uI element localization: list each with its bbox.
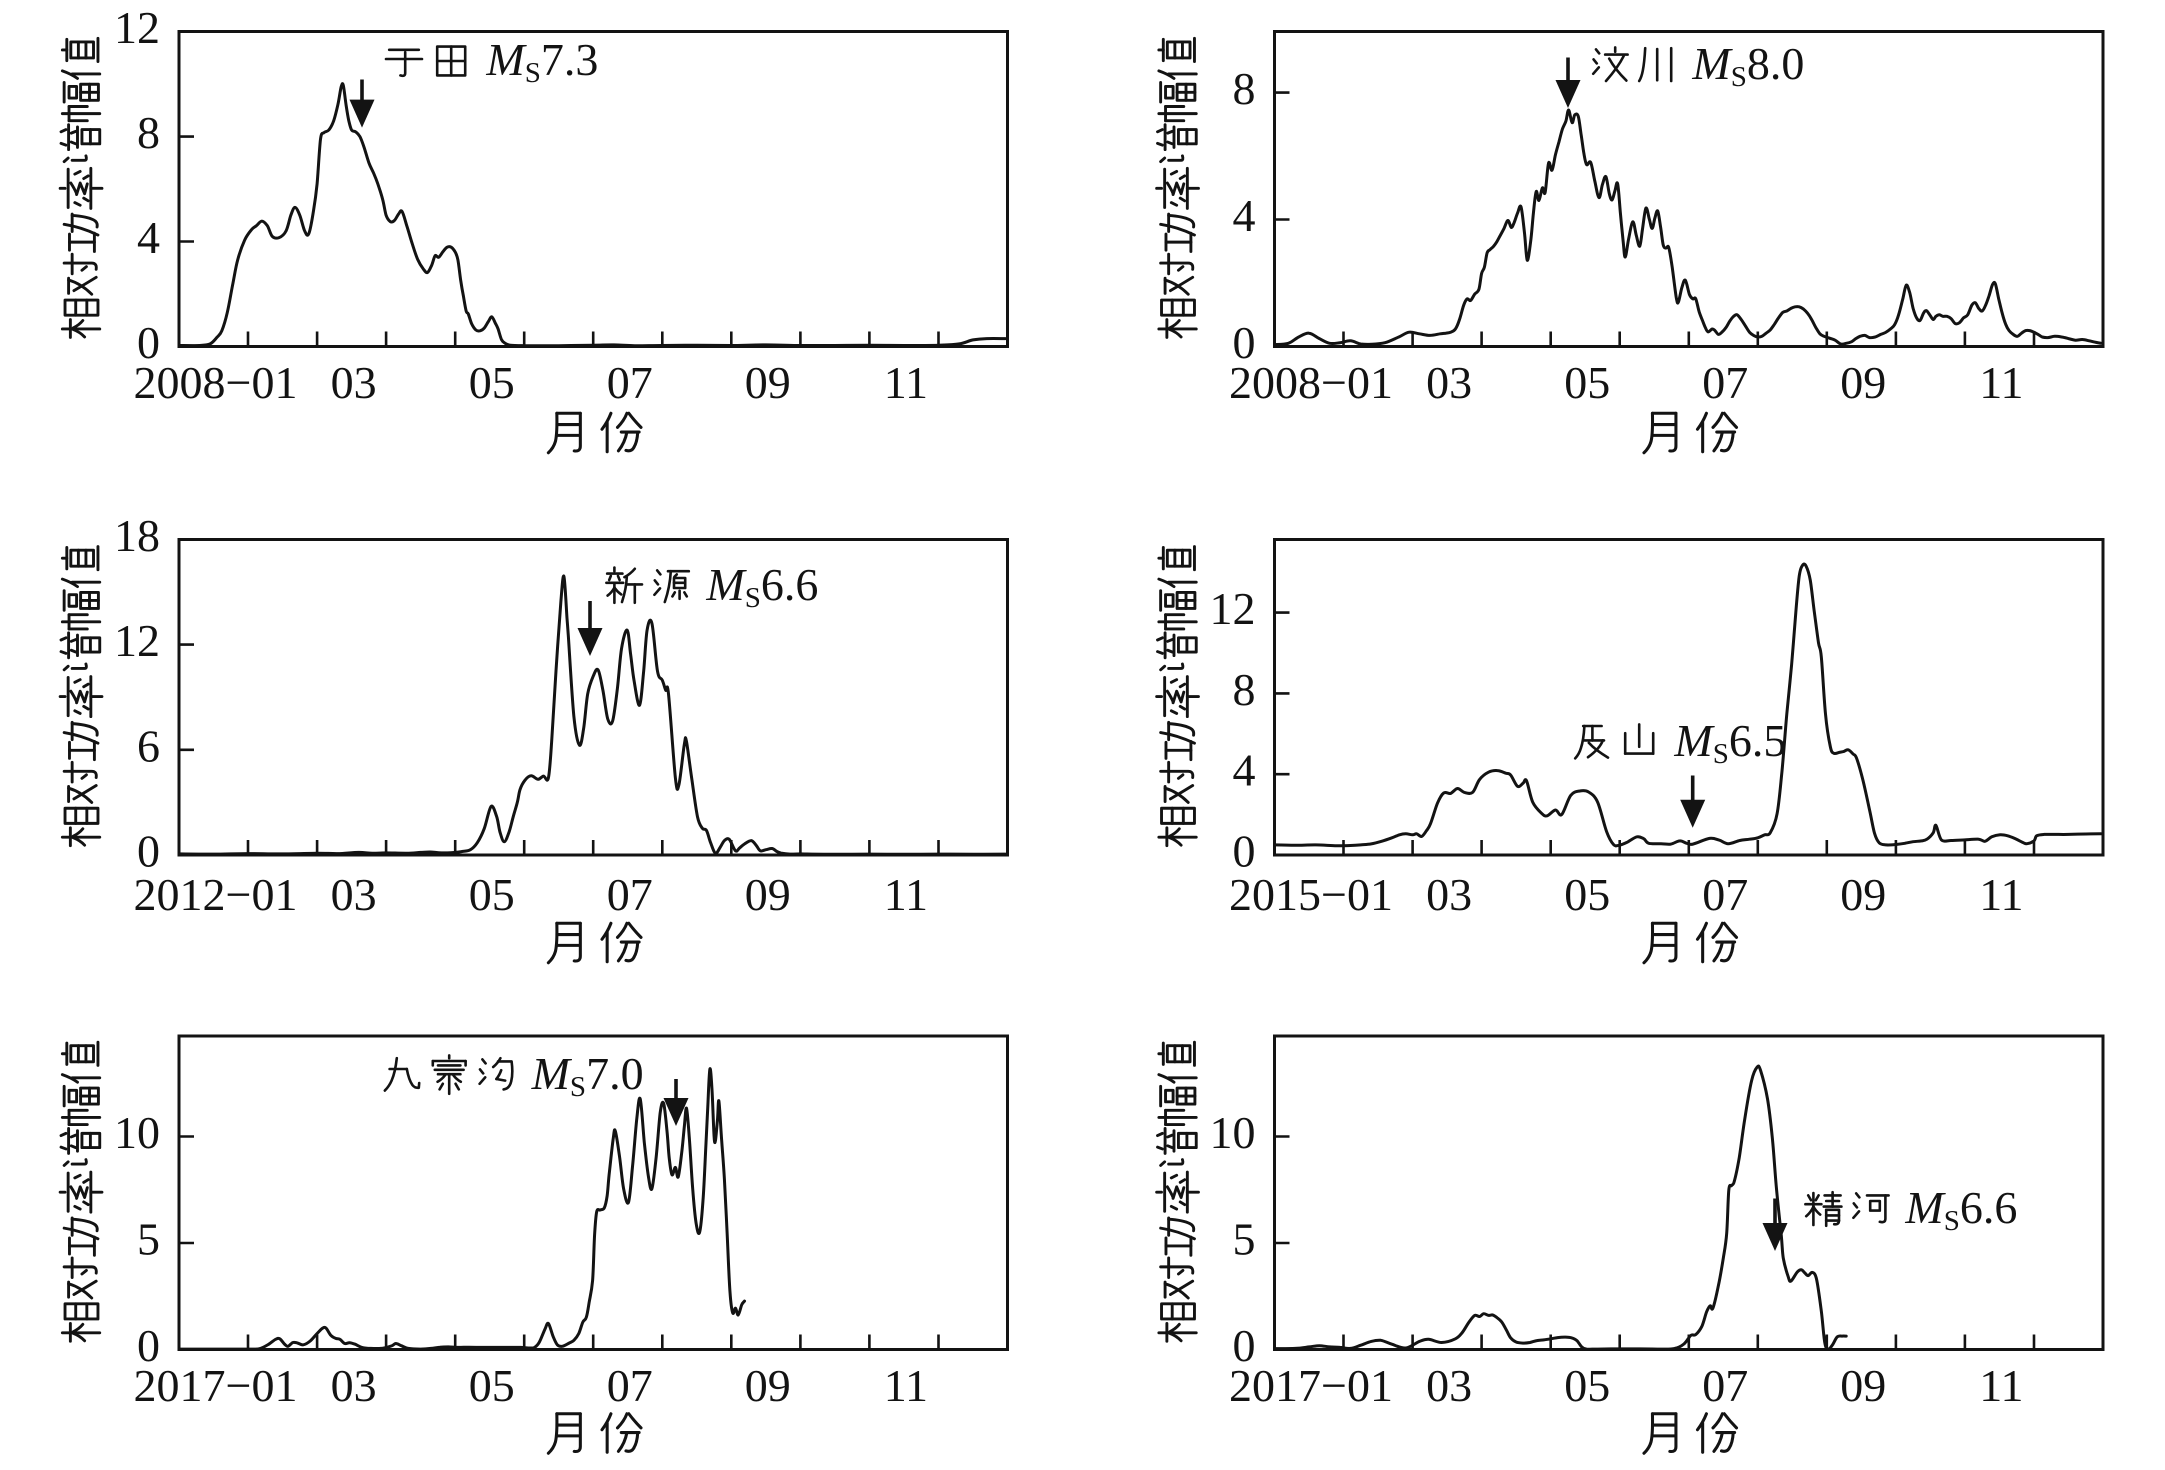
- svg-text:05: 05: [1564, 1360, 1610, 1411]
- svg-text:11: 11: [884, 357, 928, 408]
- svg-text:4: 4: [1233, 190, 1256, 241]
- svg-text:09: 09: [745, 869, 791, 920]
- svg-text:11: 11: [1979, 1360, 2023, 1411]
- svg-text:MS8.0: MS8.0: [1691, 38, 1804, 93]
- svg-text:07: 07: [607, 869, 653, 920]
- svg-text:2017−01: 2017−01: [134, 1360, 298, 1411]
- svg-text:03: 03: [331, 1360, 377, 1411]
- svg-text:0: 0: [137, 317, 160, 368]
- svg-text:0: 0: [1233, 1320, 1256, 1371]
- svg-text:11: 11: [1979, 869, 2023, 920]
- svg-text:5: 5: [1233, 1214, 1256, 1265]
- svg-text:8: 8: [1233, 63, 1256, 114]
- svg-text:0: 0: [137, 1320, 160, 1371]
- svg-text:03: 03: [331, 869, 377, 920]
- svg-text:05: 05: [469, 869, 515, 920]
- svg-text:07: 07: [1702, 357, 1748, 408]
- svg-text:2008−01: 2008−01: [1229, 357, 1393, 408]
- svg-text:2015−01: 2015−01: [1229, 869, 1393, 920]
- svg-text:09: 09: [745, 357, 791, 408]
- svg-text:0: 0: [1233, 826, 1256, 877]
- svg-text:2017−01: 2017−01: [1229, 1360, 1393, 1411]
- svg-text:11: 11: [884, 869, 928, 920]
- svg-text:4: 4: [1233, 745, 1256, 796]
- svg-text:05: 05: [469, 1360, 515, 1411]
- svg-text:MS7.0: MS7.0: [531, 1048, 644, 1103]
- svg-text:12: 12: [114, 2, 160, 53]
- svg-text:03: 03: [1426, 357, 1472, 408]
- svg-text:12: 12: [114, 615, 160, 666]
- svg-text:07: 07: [1702, 1360, 1748, 1411]
- svg-text:10: 10: [114, 1107, 160, 1158]
- svg-text:0: 0: [1233, 317, 1256, 368]
- svg-text:12: 12: [1210, 583, 1256, 634]
- svg-text:18: 18: [114, 510, 160, 561]
- svg-text:09: 09: [1840, 1360, 1886, 1411]
- svg-text:MS7.3: MS7.3: [485, 34, 598, 89]
- svg-text:MS6.6: MS6.6: [705, 559, 818, 614]
- svg-text:2008−01: 2008−01: [134, 357, 298, 408]
- svg-text:5: 5: [137, 1214, 160, 1265]
- svg-text:11: 11: [1979, 357, 2023, 408]
- svg-text:05: 05: [469, 357, 515, 408]
- svg-text:05: 05: [1564, 869, 1610, 920]
- svg-text:07: 07: [607, 357, 653, 408]
- svg-text:03: 03: [1426, 1360, 1472, 1411]
- svg-text:10: 10: [1210, 1107, 1256, 1158]
- svg-text:6: 6: [137, 720, 160, 771]
- svg-text:8: 8: [1233, 664, 1256, 715]
- svg-text:09: 09: [745, 1360, 791, 1411]
- svg-text:07: 07: [1702, 869, 1748, 920]
- svg-text:03: 03: [331, 357, 377, 408]
- svg-text:8: 8: [137, 107, 160, 158]
- svg-text:09: 09: [1840, 869, 1886, 920]
- svg-text:05: 05: [1564, 357, 1610, 408]
- svg-text:07: 07: [607, 1360, 653, 1411]
- svg-text:MS6.5: MS6.5: [1673, 715, 1786, 770]
- svg-text:0: 0: [137, 826, 160, 877]
- svg-text:09: 09: [1840, 357, 1886, 408]
- svg-text:03: 03: [1426, 869, 1472, 920]
- svg-text:MS6.6: MS6.6: [1904, 1182, 2017, 1237]
- svg-text:2012−01: 2012−01: [134, 869, 298, 920]
- svg-text:4: 4: [137, 212, 160, 263]
- svg-text:11: 11: [884, 1360, 928, 1411]
